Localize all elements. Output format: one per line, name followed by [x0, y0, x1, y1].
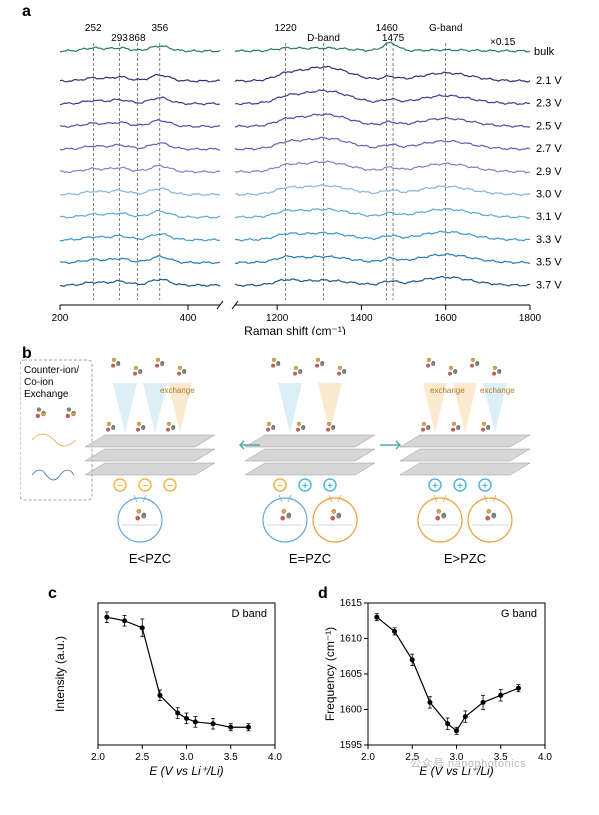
svg-text:Frequency (cm⁻¹): Frequency (cm⁻¹)	[323, 627, 337, 721]
svg-text:E (V vs Li⁺/Li): E (V vs Li⁺/Li)	[149, 764, 223, 778]
svg-text:2.0: 2.0	[361, 752, 375, 763]
svg-text:1475: 1475	[382, 33, 405, 44]
svg-text:E>PZC: E>PZC	[444, 551, 486, 566]
svg-text:1600: 1600	[340, 705, 363, 716]
svg-text:D band: D band	[232, 608, 267, 620]
svg-text:D-band: D-band	[307, 33, 340, 44]
svg-text:252: 252	[85, 23, 102, 34]
svg-text:2.5: 2.5	[135, 752, 149, 763]
schematic-svg: Counter-ion/Co-ionExchange exchange − − − E<P…	[20, 345, 580, 575]
svg-text:868: 868	[129, 33, 146, 44]
svg-text:bulk: bulk	[534, 46, 555, 58]
svg-text:1400: 1400	[350, 313, 373, 324]
svg-text:G-band: G-band	[429, 23, 462, 34]
svg-text:Exchange: Exchange	[24, 389, 69, 400]
svg-text:−: −	[142, 481, 148, 492]
svg-text:356: 356	[151, 23, 168, 34]
svg-text:Raman shift (cm⁻¹): Raman shift (cm⁻¹)	[244, 324, 346, 335]
svg-text:2.3 V: 2.3 V	[536, 98, 562, 110]
svg-text:2.9 V: 2.9 V	[536, 166, 562, 178]
svg-text:1595: 1595	[340, 740, 363, 751]
svg-text:3.0: 3.0	[180, 752, 194, 763]
svg-text:−: −	[277, 481, 283, 492]
svg-text:+: +	[432, 481, 438, 492]
svg-text:2.7 V: 2.7 V	[536, 143, 562, 155]
panel-b-schematic: Counter-ion/Co-ionExchange exchange − − − E<P…	[20, 345, 580, 575]
svg-text:1605: 1605	[340, 669, 363, 680]
svg-text:×0.15: ×0.15	[490, 37, 516, 48]
svg-text:2.0: 2.0	[91, 752, 105, 763]
svg-text:E<PZC: E<PZC	[129, 551, 171, 566]
svg-text:−: −	[167, 481, 173, 492]
svg-text:exchange: exchange	[160, 386, 195, 395]
svg-text:1800: 1800	[519, 313, 542, 324]
svg-text:400: 400	[180, 313, 197, 324]
svg-text:1615: 1615	[340, 598, 363, 609]
svg-text:exchange: exchange	[480, 386, 515, 395]
svg-text:Co-ion: Co-ion	[24, 377, 53, 388]
svg-text:3.0 V: 3.0 V	[536, 189, 562, 201]
svg-text:−: −	[117, 481, 123, 492]
svg-text:4.0: 4.0	[538, 752, 552, 763]
svg-text:+: +	[482, 481, 488, 492]
svg-text:+: +	[457, 481, 463, 492]
d-band-plot-svg: 2.0 2.5 3.0 3.5 4.0 E (V vs Li⁺/Li) Intensity …	[50, 585, 290, 785]
svg-text:+: +	[327, 481, 333, 492]
svg-text:3.1 V: 3.1 V	[536, 211, 562, 223]
svg-text:3.5 V: 3.5 V	[536, 257, 562, 269]
panel-c-d-band-plot: 2.0 2.5 3.0 3.5 4.0 E (V vs Li⁺/Li) Intensity …	[50, 585, 290, 785]
svg-text:Intensity (a.u.): Intensity (a.u.)	[53, 636, 67, 712]
watermark-text: 公众号 nanophotonics	[410, 755, 526, 771]
raman-spectra-svg: 200 400 1200 1400 1600 1800 Raman shift (cm⁻¹)…	[20, 5, 580, 335]
svg-text:2.5 V: 2.5 V	[536, 120, 562, 132]
svg-text:1200: 1200	[266, 313, 289, 324]
svg-text:1600: 1600	[435, 313, 458, 324]
svg-text:1610: 1610	[340, 634, 363, 645]
svg-text:2.1 V: 2.1 V	[536, 75, 562, 87]
svg-text:200: 200	[52, 313, 69, 324]
svg-text:G band: G band	[501, 608, 537, 620]
svg-text:exchange: exchange	[430, 386, 465, 395]
svg-text:3.5: 3.5	[224, 752, 238, 763]
svg-text:E=PZC: E=PZC	[289, 551, 331, 566]
svg-text:3.3 V: 3.3 V	[536, 234, 562, 246]
svg-text:1220: 1220	[274, 23, 297, 34]
panel-a-raman-spectra: 200 400 1200 1400 1600 1800 Raman shift (cm⁻¹)…	[20, 5, 580, 335]
svg-text:+: +	[302, 481, 308, 492]
svg-text:293: 293	[111, 33, 128, 44]
svg-text:4.0: 4.0	[268, 752, 282, 763]
svg-text:3.7 V: 3.7 V	[536, 279, 562, 291]
svg-text:Counter-ion/: Counter-ion/	[24, 365, 79, 376]
